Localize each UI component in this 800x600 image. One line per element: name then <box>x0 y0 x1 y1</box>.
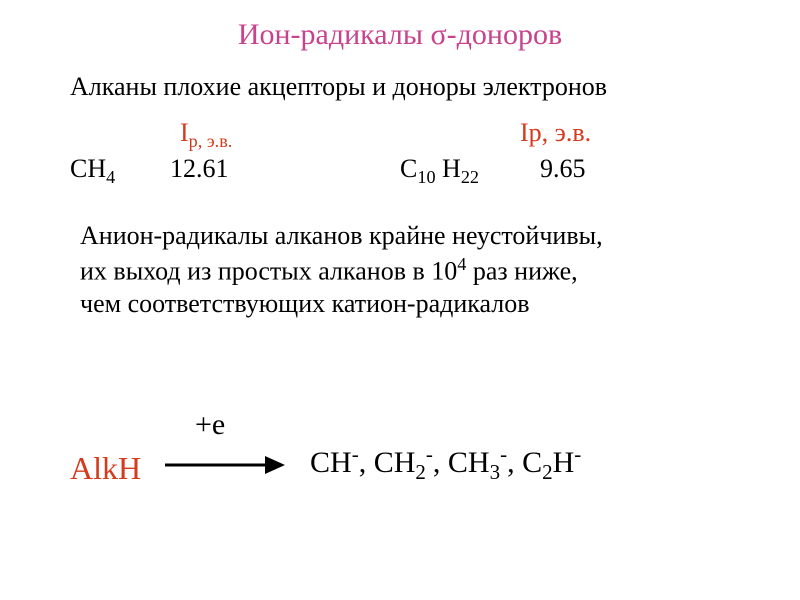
ip2-sym: Ip <box>520 118 542 147</box>
ip2-unit: , э.в. <box>542 118 591 147</box>
c1-sub: 4 <box>106 167 115 187</box>
c1-base: CH <box>70 154 106 183</box>
c2-sub1: 10 <box>417 167 435 187</box>
ip-header-1: Ip, э.в. <box>180 118 232 152</box>
slide-title: Ион-радикалы σ-доноров <box>0 18 800 52</box>
ip1-sym: I <box>180 118 189 147</box>
compound-2-formula: C10 H22 <box>400 154 479 188</box>
title-pre: Ион-радикалы <box>238 18 431 51</box>
ip1-sub: p, э.в. <box>189 131 233 151</box>
product-item: CH3- <box>448 446 507 479</box>
note-line-3: чем соответствующих катион-радикалов <box>80 288 720 321</box>
note-line-1: Анион-радикалы алканов крайне неустойчив… <box>80 220 720 253</box>
sigma-symbol: σ <box>431 18 447 51</box>
reaction: AlkH +e CH-, CH2-, CH3-, C2H- <box>70 400 750 520</box>
product-item: CH- <box>310 446 359 479</box>
reaction-arrow <box>165 450 285 480</box>
product-item: C2H- <box>522 446 581 479</box>
arrow-icon <box>165 450 285 480</box>
note-paragraph: Анион-радикалы алканов крайне неустойчив… <box>80 220 720 320</box>
compound-2-value: 9.65 <box>540 154 586 184</box>
compound-1-formula: CH4 <box>70 154 115 188</box>
note-line-2: их выход из простых алканов в 104 раз ни… <box>80 253 720 288</box>
over-arrow-label: +e <box>195 408 225 442</box>
c2-sub2: 22 <box>461 167 479 187</box>
ip-header-2: Ip, э.в. <box>520 118 591 148</box>
note-l2-post: раз ниже, <box>466 256 577 285</box>
compound-1-value: 12.61 <box>170 154 229 184</box>
reactant: AlkH <box>70 450 141 487</box>
product-item: CH2- <box>374 446 433 479</box>
note-l2-sup: 4 <box>457 254 466 274</box>
slide: Ион-радикалы σ-доноров Алканы плохие акц… <box>0 0 800 600</box>
c2-pre: C <box>400 154 417 183</box>
subtitle: Алканы плохие акцепторы и доноры электро… <box>70 72 607 102</box>
products: CH-, CH2-, CH3-, C2H- <box>310 442 581 485</box>
title-post: -доноров <box>447 18 562 51</box>
note-l2-pre: их выход из простых алканов в 10 <box>80 256 457 285</box>
c2-mid: H <box>436 154 461 183</box>
